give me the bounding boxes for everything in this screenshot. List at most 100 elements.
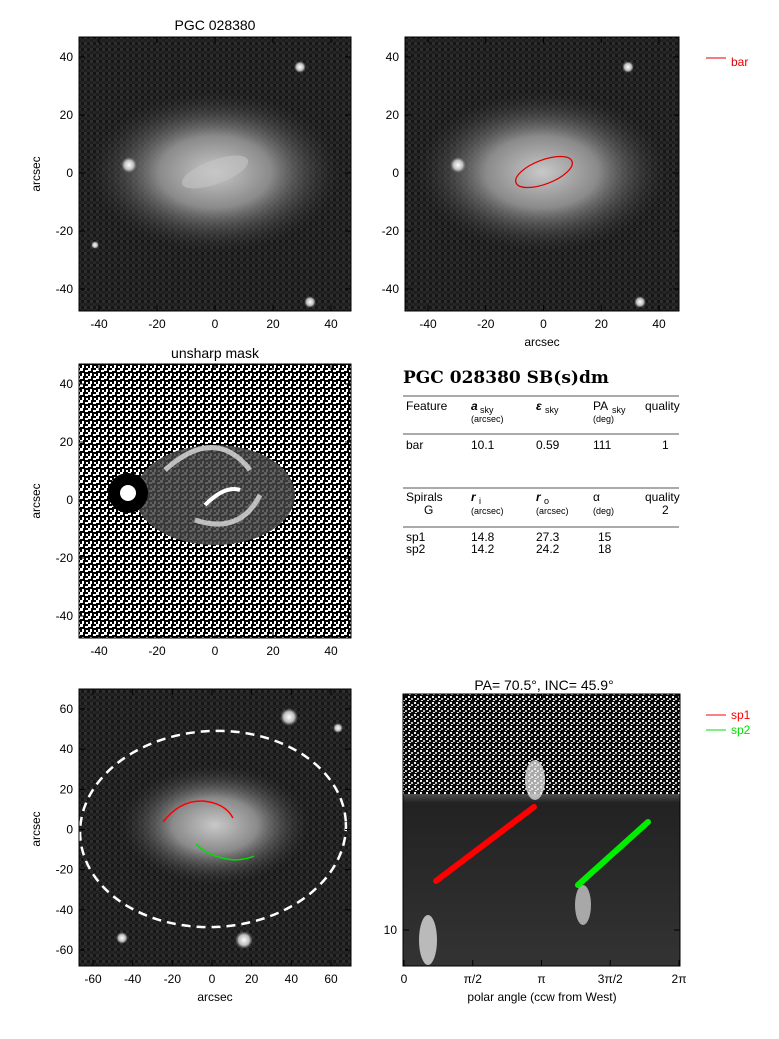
spiral-row-ri: 14.8: [471, 530, 495, 544]
x-tick-label: 20: [266, 317, 280, 331]
polar-panel: PA= 70.5°, INC= 45.9° polar angle (ccw f…: [402, 677, 751, 1004]
image-panel: PGC 028380 arcsec: [29, 17, 352, 312]
spiral-row-ro: 24.2: [536, 542, 560, 556]
x-tick-label: -20: [148, 644, 166, 658]
plot-frame: [78, 688, 352, 967]
bar-row-eps: 0.59: [536, 438, 560, 452]
y-tick-label: -40: [56, 903, 74, 917]
y-tick-label: -20: [382, 224, 400, 238]
header-a-sub: sky: [480, 405, 494, 415]
x-axis-label: arcsec: [197, 990, 232, 1004]
y-tick-label: 40: [60, 50, 74, 64]
y-tick-label: 0: [66, 493, 73, 507]
deprojection-ellipse: [78, 729, 348, 929]
x-tick-label: -60: [84, 972, 102, 986]
foreground-star: [294, 61, 306, 73]
x-tick-label: 2π: [672, 972, 687, 986]
x-axis-label: arcsec: [524, 335, 559, 349]
y-tick-label: 20: [60, 108, 74, 122]
polar-background: [403, 694, 680, 966]
image-background: [79, 364, 351, 638]
y-tick-label: 20: [60, 435, 74, 449]
spiral-header-quality-val: 2: [662, 503, 669, 517]
spiral-header-feature: Spirals: [406, 490, 443, 504]
y-tick-label: -20: [56, 551, 74, 565]
image-background: [405, 37, 679, 311]
y-tick-label: -40: [56, 282, 74, 296]
x-tick-label: 0: [401, 972, 408, 986]
spiral-rows: sp1 14.8 27.3 15 sp2 14.2 24.2 18: [406, 530, 612, 556]
x-tick-label: 40: [324, 317, 338, 331]
foreground-star: [333, 723, 343, 733]
x-tick-label: -20: [477, 317, 495, 331]
spiral-arc-sp1: [162, 800, 234, 823]
image-background: [79, 37, 351, 311]
y-tick-label: -60: [56, 943, 74, 957]
foreground-star: [450, 157, 466, 173]
galaxy-disk: [120, 765, 310, 885]
x-tick-label: 0: [212, 317, 219, 331]
x-tick-label: 3π/2: [598, 972, 623, 986]
legend-label-bar: bar: [731, 55, 748, 69]
spiral-row-ri: 14.2: [471, 542, 495, 556]
bar-overlay-panel: arcsec bar: [404, 36, 748, 349]
foreground-star: [304, 296, 316, 308]
x-tick-label: 20: [595, 317, 609, 331]
y-axis-label: arcsec: [29, 811, 43, 846]
plot-frame: [78, 36, 352, 312]
header-eps-sub: sky: [545, 405, 559, 415]
bar-row-pa: 111: [593, 438, 612, 452]
image-panel-title: PGC 028380: [175, 17, 256, 33]
y-tick-label: 20: [60, 782, 74, 796]
x-tick-label: -40: [90, 644, 108, 658]
y-tick-label: 10: [384, 923, 398, 937]
bar-ellipse: [515, 155, 573, 189]
x-tick-label: 20: [245, 972, 259, 986]
x-tick-label: -20: [164, 972, 182, 986]
y-tick-label: 60: [60, 702, 74, 716]
x-tick-label: 20: [266, 644, 280, 658]
spiral-header-ro-unit: (arcsec): [536, 506, 569, 516]
polar-bright-feature: [575, 885, 591, 925]
y-tick-label: 40: [386, 50, 400, 64]
header-quality: quality: [645, 399, 680, 413]
y-tick-label: -20: [56, 863, 74, 877]
foreground-star: [634, 296, 646, 308]
header-eps: ε: [536, 399, 542, 413]
legend-label-sp1: sp1: [731, 708, 751, 722]
foreground-star: [280, 708, 298, 726]
header-a: a: [471, 399, 478, 413]
y-axis-label: arcsec: [29, 483, 43, 518]
plot-frame: [78, 363, 352, 639]
y-tick-label: -40: [56, 609, 74, 623]
unsharp-panel-title: unsharp mask: [171, 345, 260, 361]
x-tick-label: 40: [324, 644, 338, 658]
galaxy-bar: [181, 155, 249, 189]
x-tick-label: π/2: [464, 972, 483, 986]
spiral-header-alpha: α: [593, 490, 600, 504]
y-tick-label: 40: [60, 377, 74, 391]
y-tick-label: 0: [66, 823, 73, 837]
x-tick-label: π: [537, 972, 545, 986]
y-tick-label: 20: [386, 108, 400, 122]
foreground-star: [121, 157, 137, 173]
y-tick-label: -40: [382, 282, 400, 296]
spiral-header-alpha-unit: (deg): [593, 506, 614, 516]
spiral-header-quality: quality: [645, 490, 680, 504]
header-pa: PA: [593, 399, 608, 413]
polar-bright-feature: [525, 760, 545, 800]
bar-row-name: bar: [406, 438, 423, 452]
x-tick-label: 40: [652, 317, 666, 331]
foreground-star: [235, 931, 253, 949]
x-tick-label: 0: [212, 644, 219, 658]
measurement-table: PGC 028380 SB(s)dm Feature a sky (arcsec…: [403, 368, 680, 556]
spiral-row-alpha: 15: [598, 530, 612, 544]
foreground-star: [91, 241, 99, 249]
bar-row-quality: 1: [662, 438, 669, 452]
masked-star-core: [120, 485, 136, 501]
galaxy-residual: [135, 445, 295, 545]
spiral-header-ro-sub: o: [544, 496, 549, 506]
y-tick-label: 40: [60, 742, 74, 756]
polar-noise-region: [403, 694, 680, 794]
